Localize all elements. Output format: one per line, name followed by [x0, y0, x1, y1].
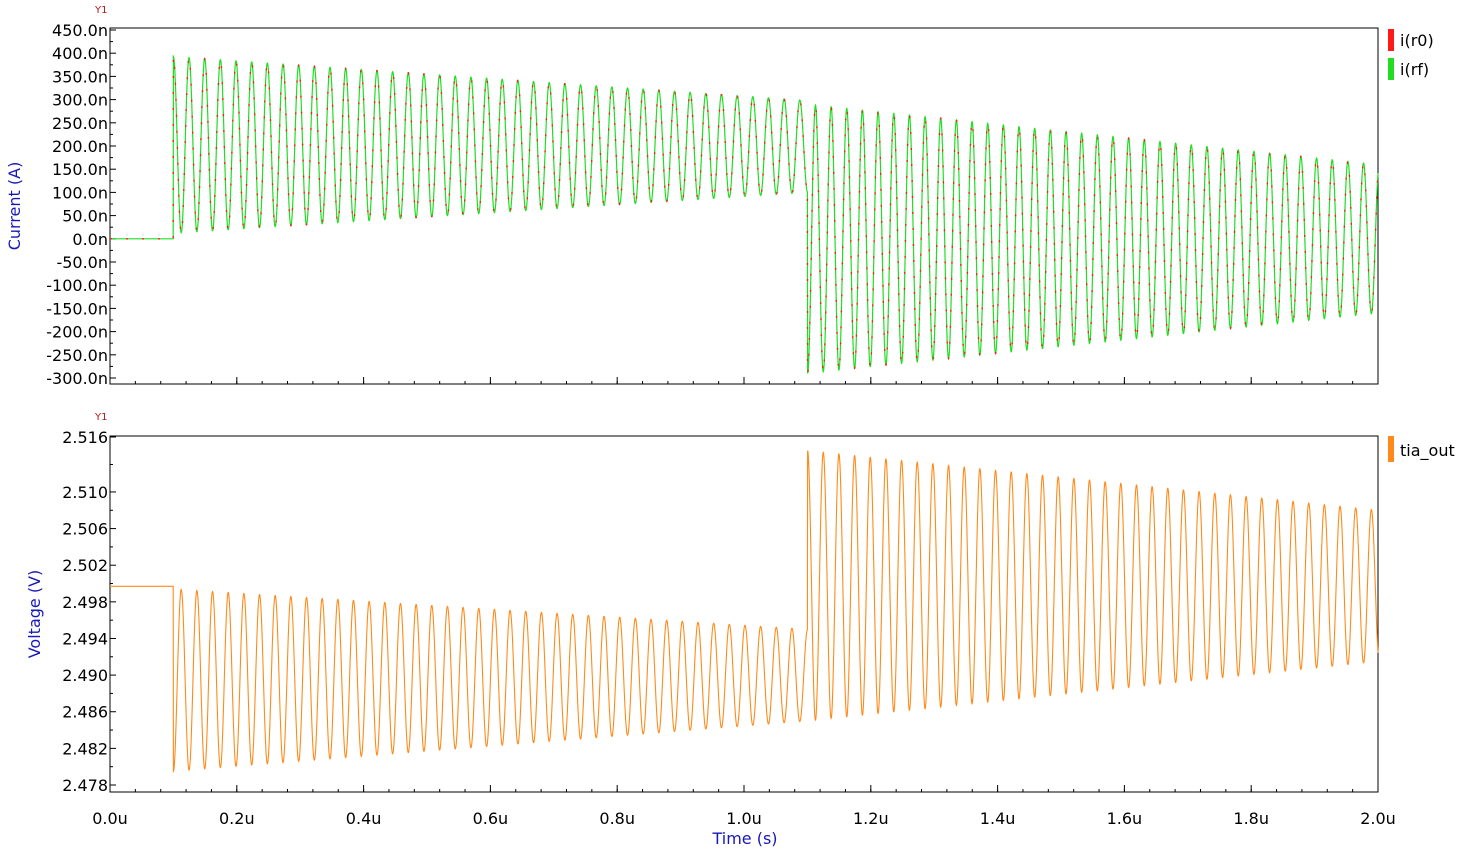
voltage-legend[interactable]: tia_out: [1388, 436, 1455, 462]
legend-swatch-i-r0: [1388, 29, 1394, 51]
x-tick-label: 1.8u: [1233, 809, 1269, 828]
y-tick-label: 300.0n: [52, 91, 108, 110]
current-y-axis: 450.0n 400.0n 350.0n 300.0n 250.0n 200.0n 150.…: [46, 21, 116, 388]
y-tick-label: 200.0n: [52, 137, 108, 156]
y-tick-label: 2.494: [62, 629, 108, 648]
y-tick-label: 2.510: [62, 483, 108, 502]
voltage-panel: Y1 2.5162.5102.5062.5022.4982.4942.4902.…: [25, 412, 1455, 848]
x-tick-label: 0.2u: [219, 809, 255, 828]
current-series-group: [110, 54, 1379, 374]
y-tick-label: -250.0n: [46, 346, 108, 365]
y-tick-label: 2.506: [62, 520, 108, 539]
x-tick-label: 1.0u: [726, 809, 762, 828]
legend-label-i-rf: i(rf): [1400, 60, 1429, 79]
voltage-x-axis: 0.0u 0.2u 0.4u 0.6u 0.8u 1.0u 1.2u 1.4u 1.6u 1.8u…: [92, 785, 1396, 828]
y-tick-label: 2.516: [62, 428, 108, 447]
x-tick-label: 1.2u: [853, 809, 889, 828]
y-tick-label: 2.482: [62, 739, 108, 758]
x-tick-label: 0.8u: [599, 809, 635, 828]
legend-swatch-i-rf: [1388, 58, 1394, 80]
series-line-tia-out: [110, 450, 1379, 774]
y-tick-label: -300.0n: [46, 369, 108, 388]
y-tick-label: 350.0n: [52, 67, 108, 86]
panel-tag-top: Y1: [94, 5, 107, 16]
y-tick-label: 2.486: [62, 703, 108, 722]
y-tick-label: -50.0n: [56, 253, 108, 272]
x-tick-label: 1.4u: [980, 809, 1016, 828]
y-tick-label: 2.478: [62, 776, 108, 795]
panel-tag-bottom: Y1: [94, 412, 107, 423]
y-tick-label: 100.0n: [52, 183, 108, 202]
legend-label-tia-out: tia_out: [1400, 441, 1455, 461]
y-tick-label: 250.0n: [52, 114, 108, 133]
legend-label-i-r0: i(r0): [1400, 31, 1434, 50]
x-axis-title: Time (s): [711, 829, 777, 848]
voltage-y-axis-title: Voltage (V): [25, 570, 44, 659]
y-tick-label: -100.0n: [46, 276, 108, 295]
y-tick-label: -200.0n: [46, 323, 108, 342]
y-tick-label: 2.490: [62, 666, 108, 685]
x-tick-label: 0.6u: [473, 809, 509, 828]
y-tick-label: -150.0n: [46, 299, 108, 318]
y-tick-label: 400.0n: [52, 44, 108, 63]
x-tick-label: 2.0u: [1360, 809, 1396, 828]
legend-swatch-tia-out: [1388, 436, 1394, 462]
x-tick-label: 0.0u: [92, 809, 128, 828]
x-tick-label: 1.6u: [1107, 809, 1143, 828]
current-legend[interactable]: i(r0) i(rf): [1388, 29, 1434, 80]
y-tick-label: 2.498: [62, 593, 108, 612]
voltage-y-axis: 2.516 2.510 2.506 2.502 2.498 2.494 2.490 2.486…: [62, 428, 116, 795]
series-line-i-r0: [110, 54, 1379, 374]
current-panel: Y1 450.0n 400.0n 350.0n 300.0n 250.0n 200.0n 1…: [5, 5, 1434, 388]
voltage-series-group: [110, 450, 1379, 774]
y-tick-label: 2.502: [62, 556, 108, 575]
y-tick-label: 50.0n: [62, 207, 108, 226]
x-tick-label: 0.4u: [346, 809, 382, 828]
y-tick-label: 0.0n: [72, 230, 108, 249]
y-tick-label: 150.0n: [52, 160, 108, 179]
current-y-axis-title: Current (A): [5, 162, 24, 251]
current-x-axis-ticks: [109, 377, 1379, 384]
y-tick-label: 450.0n: [52, 21, 108, 40]
